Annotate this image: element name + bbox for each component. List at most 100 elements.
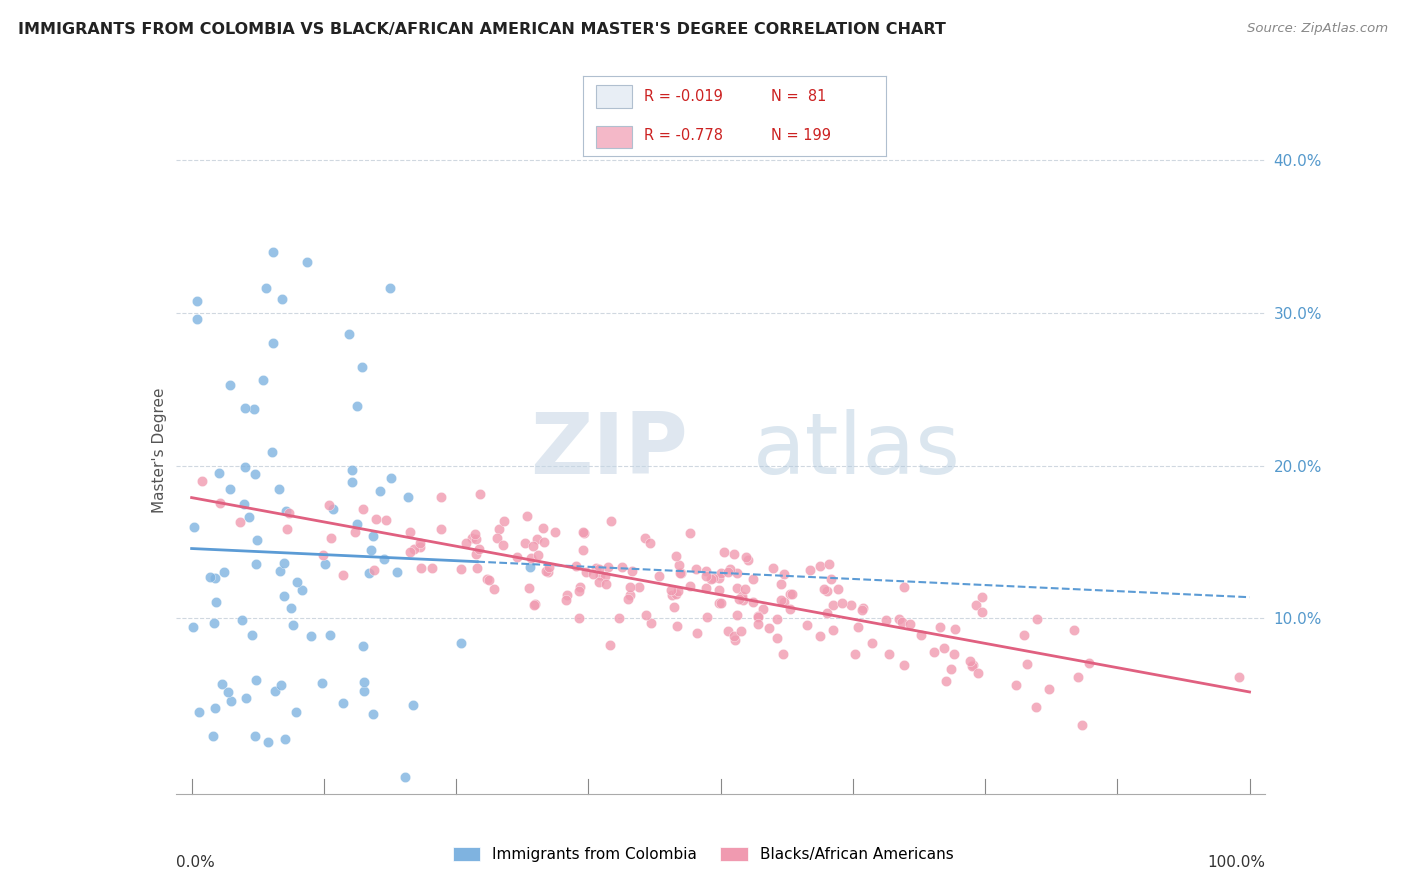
Point — [709, 596, 731, 610]
Point — [780, 587, 803, 601]
Point — [724, 633, 747, 648]
Point — [519, 560, 541, 574]
Point — [524, 597, 547, 611]
Text: 0.0%: 0.0% — [176, 855, 215, 870]
Point — [815, 607, 838, 621]
Point — [523, 598, 546, 612]
Point — [935, 674, 957, 689]
Point — [1071, 718, 1094, 732]
Point — [346, 399, 368, 413]
Point — [243, 402, 266, 417]
Point — [860, 636, 883, 650]
Point — [734, 549, 756, 564]
Point — [295, 255, 318, 269]
Text: ZIP: ZIP — [530, 409, 688, 492]
Point — [762, 560, 785, 574]
Point — [679, 526, 702, 541]
Point — [695, 565, 717, 579]
Point — [231, 613, 253, 627]
Point — [572, 525, 595, 540]
Point — [478, 573, 501, 587]
Point — [695, 569, 717, 583]
Point — [402, 542, 425, 557]
Point — [589, 567, 612, 582]
Point — [269, 564, 291, 578]
Point — [766, 631, 789, 645]
Point — [844, 647, 866, 661]
Point — [283, 618, 305, 632]
Point — [593, 569, 616, 583]
Point — [596, 559, 619, 574]
Point — [779, 587, 801, 601]
Point — [891, 615, 914, 629]
Point — [929, 620, 952, 634]
Point — [357, 566, 380, 580]
Point — [779, 602, 801, 616]
Point — [278, 507, 301, 521]
Point — [506, 550, 529, 565]
Point — [893, 658, 915, 673]
Point — [233, 497, 256, 511]
Point — [808, 629, 831, 643]
Point — [668, 558, 690, 572]
Point — [360, 542, 382, 557]
Point — [204, 571, 226, 585]
Point — [399, 525, 422, 540]
Point — [747, 616, 769, 631]
Point — [285, 575, 308, 590]
Point — [299, 629, 322, 643]
Point — [820, 572, 842, 586]
Text: N = 199: N = 199 — [770, 128, 831, 143]
Point — [665, 549, 688, 564]
Point — [492, 514, 515, 528]
Point — [243, 467, 266, 481]
Point — [202, 730, 225, 744]
Point — [270, 678, 292, 692]
Point — [468, 487, 491, 501]
Point — [588, 562, 610, 576]
Point — [233, 401, 256, 416]
Point — [526, 548, 548, 562]
Point — [522, 539, 544, 553]
Point — [707, 583, 730, 598]
Point — [352, 640, 374, 654]
Point — [585, 560, 607, 574]
Y-axis label: Master's Degree: Master's Degree — [152, 388, 167, 513]
Point — [186, 311, 208, 326]
Point — [254, 281, 277, 295]
Point — [208, 466, 231, 480]
Point — [450, 562, 472, 576]
Point — [364, 512, 387, 526]
Point — [212, 565, 235, 579]
Point — [385, 565, 408, 579]
Point — [893, 580, 915, 594]
Point — [262, 335, 284, 350]
Point — [799, 563, 821, 577]
Point — [318, 498, 340, 512]
Text: atlas: atlas — [754, 409, 962, 492]
Point — [1015, 657, 1038, 671]
Point — [343, 524, 366, 539]
Point — [520, 551, 543, 566]
Point — [409, 536, 432, 550]
Point — [262, 245, 284, 260]
Point — [972, 605, 994, 619]
Point — [368, 484, 391, 499]
Point — [204, 701, 226, 715]
Point — [267, 482, 290, 496]
Point — [727, 592, 749, 607]
Point — [276, 522, 298, 536]
Point — [544, 524, 567, 539]
Point — [839, 598, 862, 612]
Point — [337, 326, 360, 341]
Point — [1004, 678, 1026, 692]
Point — [373, 552, 395, 566]
Point — [252, 373, 274, 387]
Point — [555, 588, 578, 602]
Point — [181, 619, 204, 633]
Point — [536, 565, 558, 579]
Point — [311, 676, 333, 690]
Point — [280, 600, 302, 615]
Point — [943, 622, 966, 636]
Point — [1227, 670, 1250, 684]
